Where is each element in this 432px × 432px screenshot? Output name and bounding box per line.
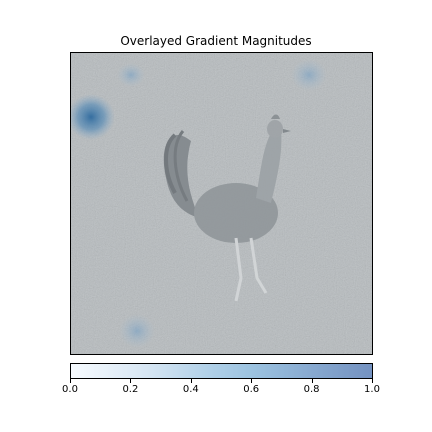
gradient-hotspot-top-right [291, 59, 327, 91]
colorbar-tick [190, 379, 192, 383]
gradient-overlay-image [71, 53, 372, 354]
gradient-hotspot-bottom-left [119, 314, 155, 348]
colorbar-tick-label: 0.6 [243, 384, 260, 395]
gradient-hotspot-top-left [117, 63, 145, 87]
colorbar-tick-label: 1.0 [364, 384, 380, 395]
rooster-silhouette [163, 114, 291, 302]
gradient-hotspot-left [71, 94, 115, 140]
colorbar-tick-label: 0.8 [303, 384, 320, 395]
chart-title: Overlayed Gradient Magnitudes [120, 34, 312, 48]
colorbar-tick-label: 0.4 [182, 384, 199, 395]
colorbar-tick-label: 0.2 [122, 384, 139, 395]
colorbar-tick-label: 0.0 [62, 384, 78, 395]
colorbar-tick [130, 379, 132, 383]
colorbar [70, 363, 373, 379]
colorbar-tick [251, 379, 253, 383]
heatmap-plot-area [70, 52, 373, 355]
colorbar-tick [372, 379, 373, 383]
colorbar-tick [70, 379, 71, 383]
colorbar-tick [311, 379, 313, 383]
